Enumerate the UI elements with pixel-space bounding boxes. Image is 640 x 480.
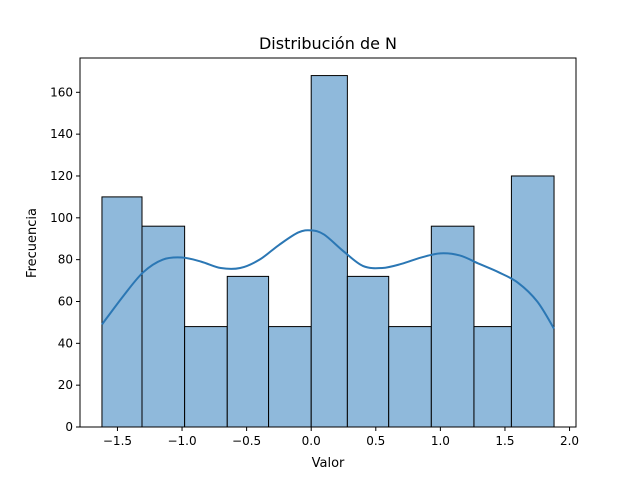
kde-curve-group	[101, 229, 555, 330]
histogram-bar-10	[473, 326, 512, 428]
y-tick-label: 20	[58, 378, 73, 392]
y-tick-label: 140	[50, 127, 73, 141]
histogram-bar-3	[184, 326, 228, 428]
histogram-bar-7	[346, 275, 390, 428]
plot-area-frame	[79, 57, 577, 428]
y-tick-label: 40	[58, 336, 73, 350]
histogram-bar-6	[310, 75, 348, 428]
x-axis-label: Valor	[312, 456, 345, 471]
y-tick-label: 0	[65, 420, 73, 434]
x-axis-ticks: −1.5 −1.0 −0.5 0.0 0.5 1.0 1.5 2.0	[103, 427, 579, 448]
histogram-bar-11	[510, 175, 555, 428]
x-tick-label: 0.0	[302, 434, 321, 448]
histogram-bar-5	[268, 326, 312, 428]
y-tick-label: 120	[50, 169, 73, 183]
histogram-bars	[101, 75, 555, 428]
y-axis-label: Frecuencia	[25, 208, 40, 278]
y-tick-label: 60	[58, 294, 73, 308]
histogram-bar-4	[226, 275, 270, 428]
x-tick-label: −0.5	[232, 434, 261, 448]
y-axis-ticks: 0 20 40 60 80 100 120 140 160	[50, 85, 80, 434]
histogram-bar-8	[388, 326, 432, 428]
x-tick-label: −1.0	[167, 434, 196, 448]
histogram-bar-1	[101, 196, 143, 428]
x-tick-label: 0.5	[366, 434, 385, 448]
y-tick-label: 100	[50, 211, 73, 225]
y-tick-label: 80	[58, 253, 73, 267]
histogram-bar-2	[141, 225, 186, 428]
y-tick-label: 160	[50, 85, 73, 99]
x-tick-label: 1.0	[431, 434, 450, 448]
x-tick-label: −1.5	[103, 434, 132, 448]
chart-title: Distribución de N	[259, 34, 397, 53]
x-tick-label: 2.0	[560, 434, 579, 448]
x-tick-label: 1.5	[495, 434, 514, 448]
kde-line	[101, 229, 555, 330]
histogram-bar-9	[430, 225, 475, 428]
